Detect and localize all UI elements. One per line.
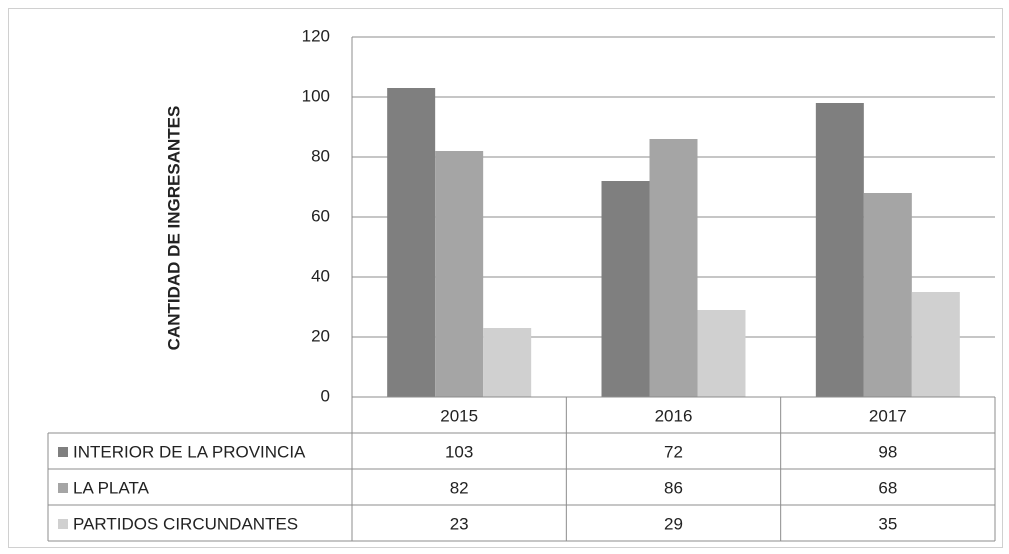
y-tick-label: 100 [302, 86, 330, 105]
legend-swatch [58, 483, 68, 493]
y-tick-label: 20 [311, 326, 330, 345]
legend-label: INTERIOR DE LA PROVINCIA [73, 442, 306, 461]
table-header: 2016 [655, 406, 693, 425]
legend-swatch [58, 519, 68, 529]
bar [483, 328, 532, 397]
y-tick-label: 40 [311, 266, 330, 285]
table-header: 2015 [440, 406, 478, 425]
table-cell: 72 [664, 442, 683, 461]
bar [435, 151, 484, 397]
bar [387, 88, 436, 397]
table-cell: 35 [878, 514, 897, 533]
y-tick-label: 80 [311, 146, 330, 165]
y-tick-label: 60 [311, 206, 330, 225]
table-cell: 29 [664, 514, 683, 533]
table-cell: 23 [450, 514, 469, 533]
bar [649, 139, 698, 397]
table-cell: 103 [445, 442, 473, 461]
y-tick-label: 0 [321, 386, 330, 405]
table-cell: 68 [878, 478, 897, 497]
y-axis-label: CANTIDAD DE INGRESANTES [164, 106, 183, 351]
bar [697, 310, 746, 397]
y-tick-label: 120 [302, 26, 330, 45]
table-cell: 98 [878, 442, 897, 461]
table-cell: 86 [664, 478, 683, 497]
bar [911, 292, 960, 397]
bar [863, 193, 912, 397]
legend-label: LA PLATA [73, 478, 150, 497]
legend-label: PARTIDOS CIRCUNDANTES [73, 514, 298, 533]
table-header: 2017 [869, 406, 907, 425]
table-cell: 82 [450, 478, 469, 497]
legend-swatch [58, 447, 68, 457]
bar [815, 103, 864, 397]
bar [601, 181, 650, 397]
